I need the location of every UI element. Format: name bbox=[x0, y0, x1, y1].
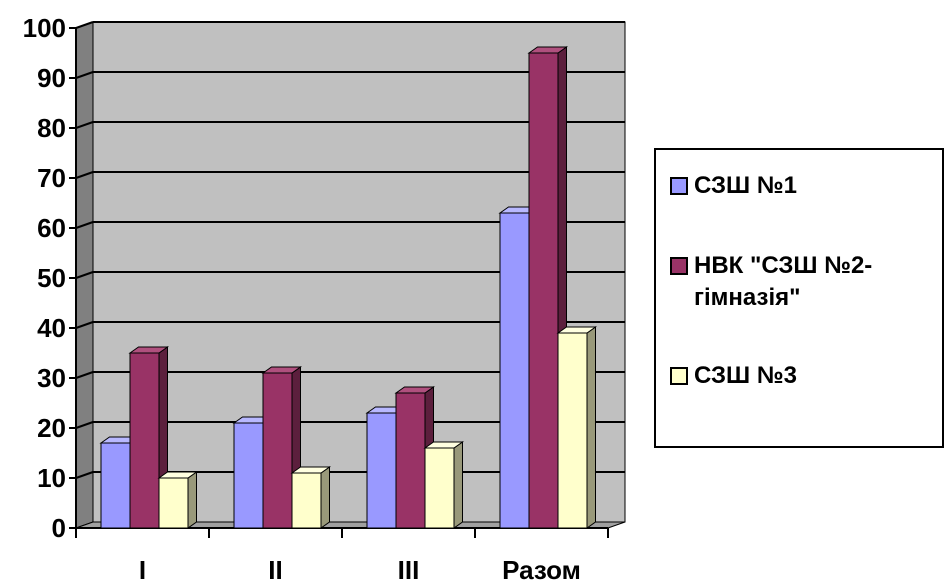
bar bbox=[262, 372, 293, 529]
gridline-side bbox=[75, 421, 94, 429]
bar bbox=[499, 212, 530, 529]
gridline-side bbox=[75, 321, 94, 329]
legend-label-szsh-3: СЗШ №3 bbox=[694, 362, 797, 389]
gridline-side bbox=[75, 171, 94, 179]
y-tick-label: 50 bbox=[37, 263, 66, 293]
x-tick-label: III bbox=[398, 555, 420, 585]
legend-swatch-szsh-1 bbox=[670, 177, 688, 195]
bar bbox=[528, 52, 559, 529]
bar bbox=[233, 422, 264, 529]
y-tick-label: 80 bbox=[37, 113, 66, 143]
y-tick-label: 70 bbox=[37, 163, 66, 193]
bar bbox=[100, 442, 131, 529]
y-tick-label: 60 bbox=[37, 213, 66, 243]
bar bbox=[557, 332, 588, 529]
gridline-side bbox=[75, 271, 94, 279]
x-tick-label: I bbox=[139, 555, 146, 585]
gridline-side bbox=[75, 121, 94, 129]
legend-swatch-nvk-szsh-2 bbox=[670, 257, 688, 275]
gridline-side bbox=[75, 221, 94, 229]
bar bbox=[424, 447, 455, 529]
gridline-side bbox=[75, 71, 94, 79]
legend: СЗШ №1 НВК "СЗШ №2-гімназія" СЗШ №3 bbox=[654, 148, 944, 448]
x-tick-label: Разом bbox=[502, 555, 581, 585]
bar bbox=[366, 412, 397, 529]
x-tick-label: II bbox=[268, 555, 282, 585]
legend-item-szsh-3: СЗШ №3 bbox=[670, 360, 944, 392]
bar-side bbox=[187, 471, 197, 529]
bar bbox=[129, 352, 160, 529]
legend-item-nvk-szsh-2: НВК "СЗШ №2-гімназія" bbox=[670, 250, 944, 314]
bar bbox=[395, 392, 426, 529]
legend-swatch-szsh-3 bbox=[670, 367, 688, 385]
y-tick-label: 90 bbox=[37, 63, 66, 93]
bar-side bbox=[586, 326, 596, 529]
legend-label-szsh-1: СЗШ №1 bbox=[694, 172, 797, 199]
gridline-side bbox=[75, 371, 94, 379]
bar bbox=[158, 477, 189, 529]
y-tick-label: 40 bbox=[37, 313, 66, 343]
y-tick-label: 20 bbox=[37, 413, 66, 443]
gridline-side bbox=[75, 471, 94, 479]
legend-label-nvk-szsh-2: НВК "СЗШ №2-гімназія" bbox=[694, 252, 873, 311]
y-tick-label: 100 bbox=[23, 13, 66, 43]
y-tick-label: 30 bbox=[37, 363, 66, 393]
bar-side bbox=[320, 466, 330, 529]
bar bbox=[291, 472, 322, 529]
bar-side bbox=[453, 441, 463, 529]
y-tick-label: 0 bbox=[52, 513, 66, 543]
y-tick-label: 10 bbox=[37, 463, 66, 493]
gridline-side bbox=[75, 21, 94, 29]
legend-item-szsh-1: СЗШ №1 bbox=[670, 170, 944, 202]
